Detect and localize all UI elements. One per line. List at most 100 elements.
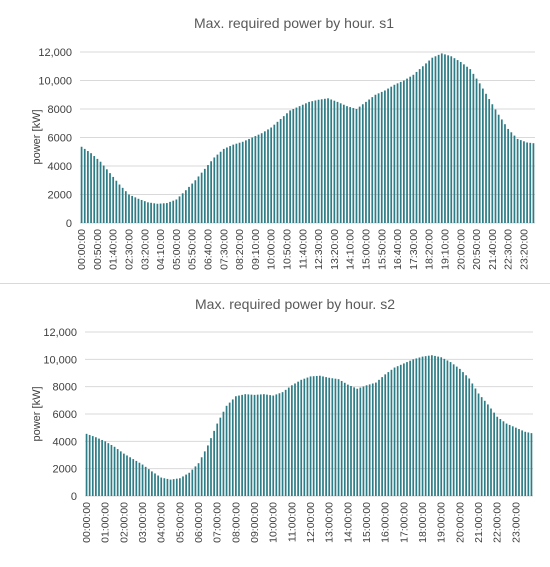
- bar: [102, 165, 105, 223]
- bar: [203, 451, 206, 496]
- bar: [300, 379, 303, 496]
- bar: [104, 441, 107, 496]
- x-tick-label: 14:10:00: [345, 229, 357, 270]
- bar: [287, 387, 290, 496]
- bar: [390, 86, 393, 224]
- bar: [200, 172, 203, 223]
- bar: [273, 124, 276, 223]
- bar: [160, 477, 163, 496]
- bar: [191, 469, 194, 496]
- bar: [151, 471, 153, 496]
- bar: [496, 416, 499, 496]
- x-tick-label: 20:50:00: [471, 229, 483, 270]
- y-tick-label: 0: [66, 218, 72, 230]
- x-tick-label: 14:00:00: [342, 502, 354, 543]
- bar: [380, 91, 383, 224]
- bar: [235, 396, 237, 496]
- bar: [91, 436, 94, 496]
- bar: [169, 479, 172, 496]
- y-tick-label: 8000: [53, 382, 77, 394]
- y-axis-ticks: 0 2000 4000 6000 8000 10,000 12,000: [38, 47, 72, 230]
- bar: [444, 54, 446, 224]
- bar: [144, 466, 147, 496]
- bar: [194, 180, 197, 223]
- bar: [343, 382, 346, 496]
- bar: [361, 104, 364, 223]
- bar: [333, 100, 336, 223]
- bar: [418, 69, 421, 223]
- bar: [132, 459, 135, 496]
- bar: [147, 469, 150, 496]
- bar: [118, 184, 121, 223]
- x-tick-label: 10:50:00: [281, 229, 293, 270]
- bar: [453, 58, 456, 224]
- bar: [418, 357, 421, 496]
- bar: [219, 417, 222, 496]
- bar: [449, 362, 452, 496]
- bar: [235, 143, 238, 223]
- bar: [269, 395, 271, 496]
- bar: [184, 190, 187, 223]
- chart-panel-s2: Max. required power by hour. s2 power [k…: [0, 284, 550, 567]
- bar: [431, 57, 434, 224]
- x-tick-label: 20:00:00: [454, 502, 466, 543]
- bar: [259, 394, 262, 496]
- bar: [358, 106, 361, 224]
- bar: [95, 437, 97, 496]
- bar: [181, 193, 184, 223]
- bar: [101, 439, 103, 496]
- x-axis-ticks: 00:00:00 01:00:00 02:00:00 03:00:00 04:00:00…: [81, 502, 522, 543]
- bar: [377, 93, 380, 223]
- x-tick-label: 09:10:00: [250, 229, 262, 270]
- bar: [308, 101, 310, 224]
- x-tick-label: 03:00:00: [137, 502, 149, 543]
- x-tick-label: 11:00:00: [286, 502, 298, 542]
- x-tick-label: 16:00:00: [380, 502, 392, 543]
- bar: [222, 411, 225, 496]
- bar: [141, 464, 144, 496]
- bar: [322, 376, 324, 496]
- bar: [153, 203, 156, 223]
- bar: [424, 356, 427, 496]
- x-tick-label: 04:10:00: [155, 229, 167, 270]
- bar: [472, 73, 475, 223]
- x-tick-label: 16:40:00: [392, 229, 404, 270]
- bar: [368, 99, 370, 223]
- bar: [123, 453, 125, 496]
- bar: [292, 109, 295, 223]
- bar: [311, 101, 314, 223]
- y-tick-label: 4000: [53, 436, 77, 448]
- bar: [138, 462, 141, 496]
- x-tick-label: 10:00:00: [268, 502, 280, 543]
- bar: [494, 109, 497, 223]
- bar: [412, 359, 415, 496]
- bar: [119, 451, 122, 496]
- y-tick-label: 12,000: [43, 327, 77, 339]
- bar: [412, 74, 415, 223]
- bar: [96, 158, 99, 224]
- bar: [336, 101, 339, 224]
- bar: [475, 78, 478, 223]
- bar: [365, 101, 367, 224]
- chart-title: Max. required power by hour. s2: [195, 296, 395, 312]
- bar: [511, 426, 514, 496]
- x-tick-label: 21:40:00: [487, 229, 499, 270]
- x-tick-label: 21:00:00: [473, 502, 485, 543]
- x-tick-label: 17:30:00: [408, 229, 420, 270]
- bar: [490, 408, 492, 496]
- bar: [286, 113, 288, 223]
- bar: [260, 133, 263, 223]
- bar: [295, 107, 298, 223]
- x-tick-label: 20:00:00: [455, 229, 467, 270]
- chart-panel-s1: Max. required power by hour. s1 power [k…: [0, 15, 550, 284]
- x-tick-label: 12:30:00: [313, 229, 325, 270]
- bar: [298, 106, 301, 223]
- bar: [93, 156, 96, 223]
- bar: [375, 382, 377, 496]
- x-tick-label: 05:00:00: [174, 502, 186, 543]
- bar: [524, 431, 527, 496]
- bar: [327, 98, 329, 223]
- bar: [471, 383, 474, 496]
- bar: [315, 375, 318, 496]
- bar: [137, 198, 140, 223]
